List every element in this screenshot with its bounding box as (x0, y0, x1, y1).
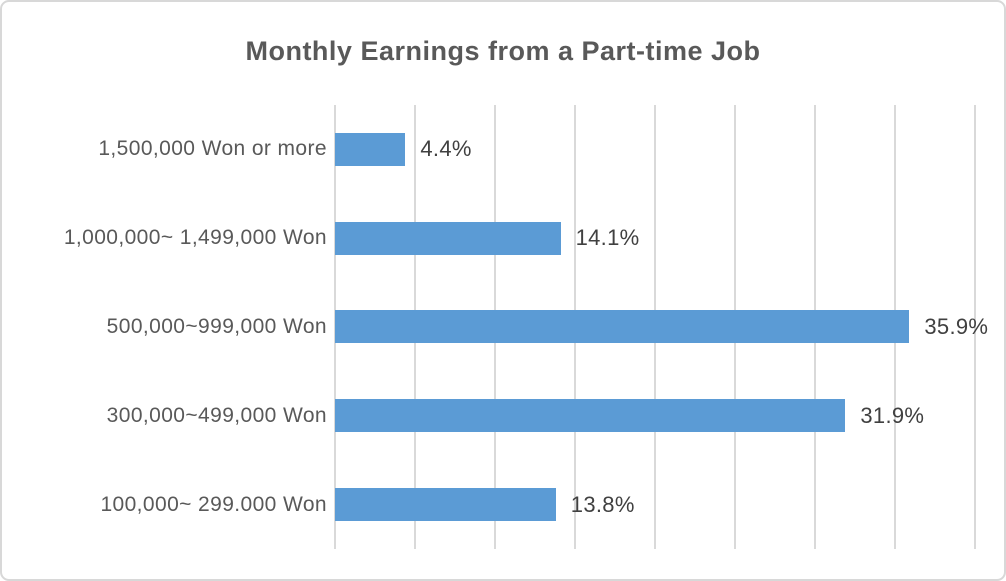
bar-row: 13.8% (335, 460, 975, 549)
value-label: 14.1% (575, 225, 640, 251)
bar (335, 132, 406, 166)
bar-row: 14.1% (335, 194, 975, 283)
bar-series: 4.4% 14.1% 35.9% 31.9% 13.8% (335, 105, 988, 549)
chart-title: Monthly Earnings from a Part-time Job (245, 36, 761, 66)
plot-area: 4.4% 14.1% 35.9% 31.9% 13.8% (334, 105, 988, 549)
category-axis: 1,500,000 Won or more 1,000,000~ 1,499,0… (12, 105, 327, 549)
value-label: 31.9% (860, 402, 925, 428)
bar (335, 310, 910, 344)
bar (335, 221, 561, 255)
category-label: 1,000,000~ 1,499,000 Won (63, 226, 327, 250)
category-label: 500,000~999,000 Won (106, 314, 327, 338)
category-label: 300,000~499,000 Won (106, 403, 327, 427)
value-label: 35.9% (924, 313, 989, 339)
bar-row: 35.9% (335, 283, 988, 372)
category-label: 1,500,000 Won or more (98, 137, 327, 161)
bar (335, 488, 556, 522)
bar (335, 399, 846, 433)
category-label: 100,000~ 299.000 Won (100, 492, 327, 516)
value-label: 13.8% (570, 491, 635, 517)
bar-row: 4.4% (335, 105, 975, 194)
value-label: 4.4% (420, 136, 472, 162)
gridline (974, 105, 976, 549)
bar-row: 31.9% (335, 371, 975, 460)
